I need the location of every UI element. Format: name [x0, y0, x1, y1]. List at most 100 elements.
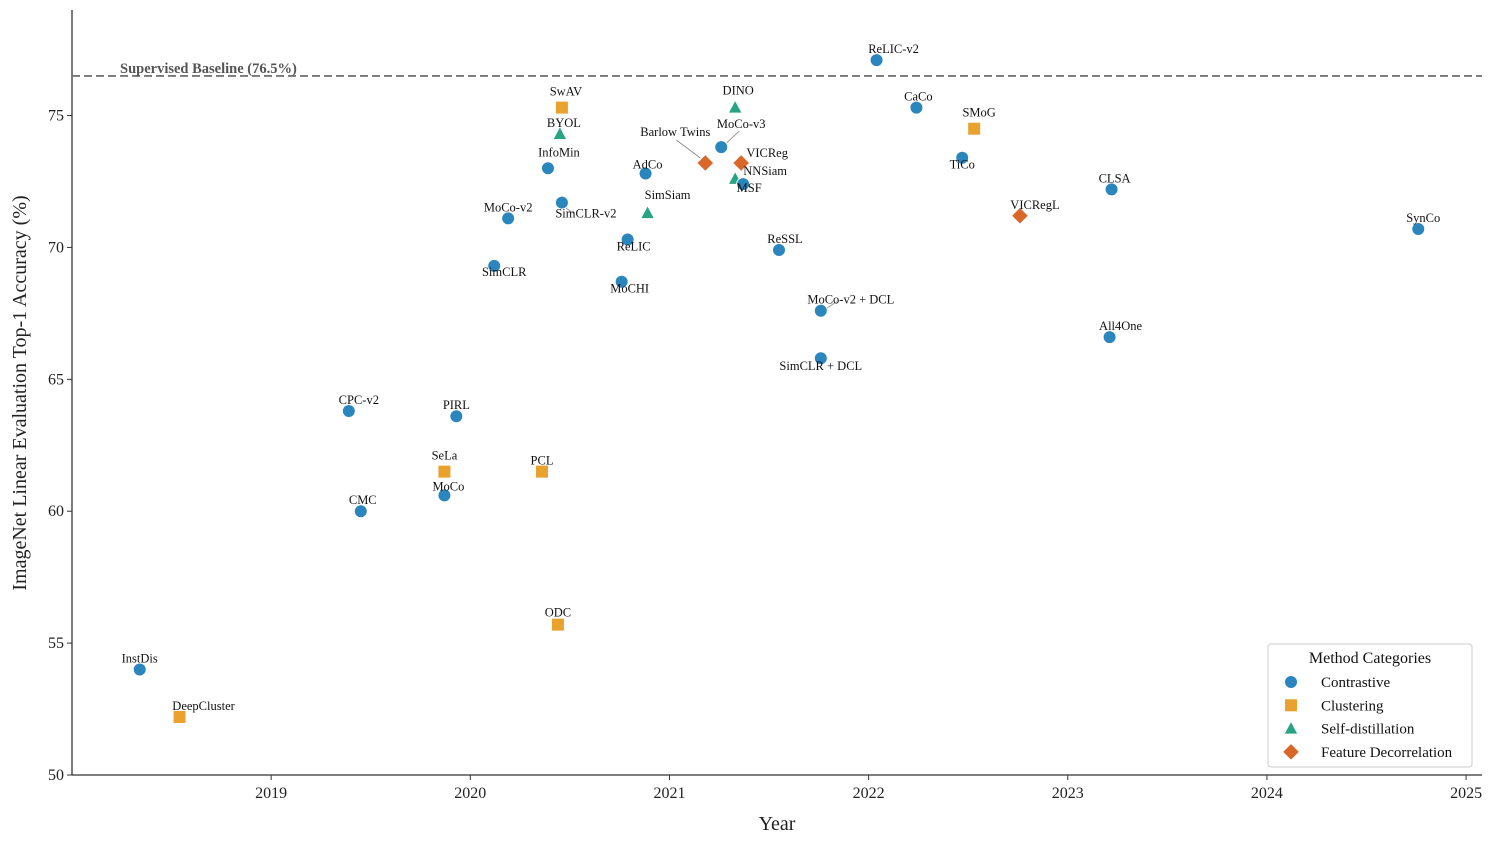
label-relic-v2: ReLIC-v2 [868, 42, 919, 56]
legend-title: Method Categories [1309, 650, 1431, 667]
legend-marker-self-distillation [1283, 720, 1299, 735]
label-simclr: SimCLR [482, 265, 527, 279]
x-tick-label: 2025 [1450, 785, 1482, 802]
point-dino [727, 99, 744, 114]
x-tick-label: 2023 [1052, 785, 1084, 802]
label-simclr-dcl: SimCLR + DCL [779, 359, 862, 373]
point-synco [1411, 221, 1426, 236]
label-caco: CaCo [904, 90, 932, 104]
point-adco [638, 166, 653, 181]
label-vicregl: VICRegL [1010, 198, 1059, 212]
point-relic [620, 232, 635, 247]
legend-marker-contrastive [1284, 675, 1298, 689]
x-tick-label: 2020 [454, 785, 486, 802]
label-infomin: InfoMin [538, 145, 580, 159]
legend-label-self-distillation: Self-distillation [1321, 722, 1415, 738]
point-instdis [132, 662, 147, 677]
label-simclr-v2: SimCLR-v2 [555, 207, 616, 221]
label-synco: SynCo [1406, 211, 1440, 225]
point-caco [909, 100, 924, 115]
x-tick-label: 2022 [853, 785, 885, 802]
y-ticks: 50 55 60 65 70 75 [48, 108, 72, 784]
y-tick-label: 75 [48, 108, 64, 125]
label-cmc: CMC [349, 493, 377, 507]
y-tick-label: 55 [48, 635, 64, 652]
legend-label-feature-decorrelation: Feature Decorrelation [1321, 745, 1453, 761]
label-moco-v2-dcl: MoCo-v2 + DCL [807, 293, 894, 307]
y-tick-label: 60 [48, 503, 64, 520]
label-sela: SeLa [432, 449, 458, 463]
label-tico: TiCo [950, 158, 975, 172]
data-points [132, 53, 1426, 724]
label-nnsiam: NNSiam [743, 164, 787, 178]
label-msf: MSF [737, 181, 762, 195]
label-instdis: InstDis [122, 651, 158, 665]
legend-label-contrastive: Contrastive [1321, 675, 1390, 691]
point-barlow-twins [696, 153, 715, 173]
point-cmc [353, 504, 368, 519]
label-mochi: MoCHI [610, 282, 649, 296]
point-ressl [771, 243, 786, 258]
point-tico [955, 150, 970, 165]
leader-line-barlow-twins [676, 139, 701, 159]
legend-box [1267, 643, 1473, 768]
leader-line-moco-v3 [725, 130, 740, 144]
point-clsa [1104, 182, 1119, 197]
point-nnsiam [736, 177, 751, 192]
point-sela [437, 464, 452, 479]
point-infomin [540, 161, 555, 176]
point-byol [552, 125, 568, 140]
point-mochi [614, 274, 629, 289]
label-dino: DINO [723, 84, 754, 98]
label-clsa: CLSA [1099, 171, 1131, 185]
point-simclr-dcl [813, 351, 828, 366]
point-deepcluster [172, 709, 187, 724]
y-tick-label: 50 [48, 767, 64, 784]
point-moco-v2-dcl [813, 303, 828, 318]
point-pirl [449, 409, 464, 424]
label-swav: SwAV [550, 85, 582, 99]
legend-marker-feature-decorrelation [1281, 742, 1301, 762]
label-odc: ODC [545, 606, 571, 620]
legend-marker-clustering [1284, 698, 1298, 713]
point-moco-v3 [714, 140, 729, 155]
label-cpc-v2: CPC-v2 [339, 393, 379, 407]
y-tick-label: 70 [48, 239, 64, 256]
label-barlow-twins: Barlow Twins [640, 125, 710, 139]
label-pirl: PIRL [443, 398, 470, 412]
label-moco-v3: MoCo-v3 [717, 117, 766, 131]
x-tick-label: 2024 [1251, 785, 1283, 802]
point-vicregl [1010, 206, 1030, 225]
y-tick-label: 65 [48, 371, 64, 388]
point-simclr-v2 [554, 195, 569, 210]
point-simsiam [639, 204, 656, 220]
label-smog: SMoG [962, 106, 995, 120]
point-smog [967, 121, 982, 136]
label-deepcluster: DeepCluster [172, 699, 235, 713]
point-pcl [535, 464, 549, 479]
x-tick-label: 2021 [653, 785, 685, 802]
legend: Method Categories Contrastive Clustering S… [1267, 643, 1473, 768]
label-simsiam: SimSiam [645, 188, 691, 202]
axes [71, 10, 1482, 776]
label-relic: ReLIC [617, 240, 651, 254]
point-cpc-v2 [341, 403, 356, 418]
y-axis-title: ImageNet Linear Evaluation Top-1 Accurac… [9, 195, 31, 590]
label-all4one: All4One [1099, 319, 1143, 333]
point-labels: InstDis DeepCluster CPC-v2 CMC PIRL SeLa MoCo S… [122, 42, 1441, 713]
point-vicreg [731, 153, 751, 173]
label-ressl: ReSSL [767, 232, 802, 246]
point-swav [554, 100, 569, 115]
point-relic-v2 [869, 53, 884, 68]
label-moco: MoCo [432, 479, 464, 493]
legend-label-clustering: Clustering [1321, 698, 1384, 714]
supervised-baseline: Supervised Baseline (76.5%) [72, 61, 1482, 77]
x-ticks: 2019 2020 2021 2022 2023 2024 2025 [255, 775, 1482, 802]
baseline-label: Supervised Baseline (76.5%) [120, 61, 297, 77]
label-moco-v2: MoCo-v2 [484, 200, 533, 214]
leader-line-moco-v2-dcl [825, 301, 838, 310]
point-all4one [1102, 330, 1117, 345]
label-vicreg: VICReg [746, 146, 788, 160]
label-pcl: PCL [531, 454, 554, 468]
